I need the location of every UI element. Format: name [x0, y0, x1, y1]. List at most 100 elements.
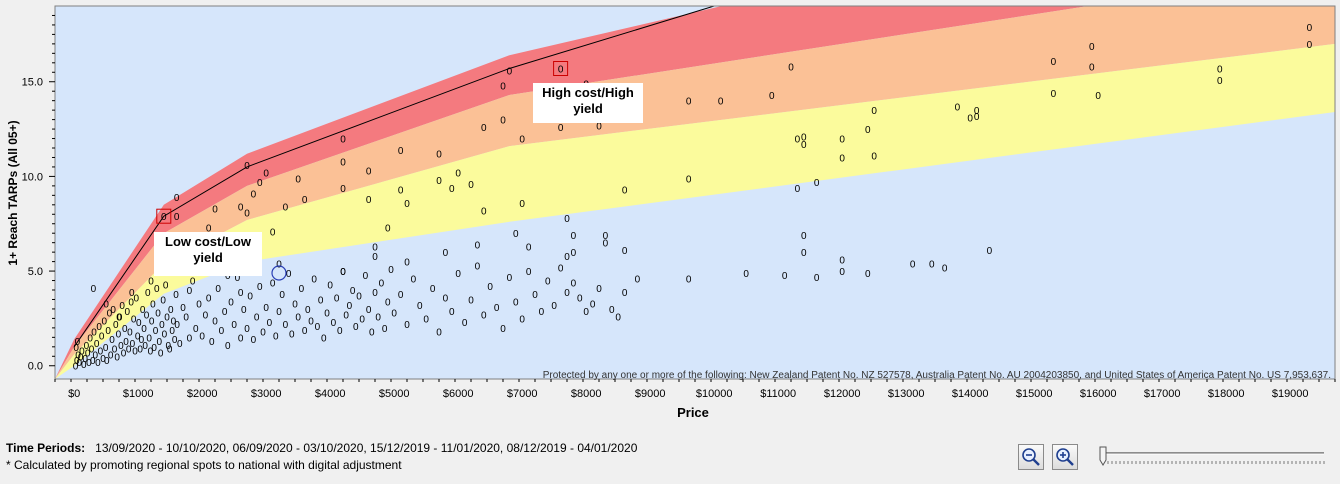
- data-point[interactable]: 0: [1217, 65, 1223, 76]
- data-point[interactable]: 0: [622, 246, 628, 257]
- data-point[interactable]: 0: [462, 318, 468, 329]
- data-point[interactable]: 0: [603, 231, 609, 242]
- data-point[interactable]: 0: [571, 248, 577, 259]
- data-point[interactable]: 0: [206, 294, 212, 305]
- data-point[interactable]: 0: [532, 290, 538, 301]
- data-point[interactable]: 0: [443, 294, 449, 305]
- data-point[interactable]: 0: [159, 320, 165, 331]
- data-point[interactable]: 0: [160, 296, 166, 307]
- data-point[interactable]: 0: [526, 243, 532, 254]
- data-point[interactable]: 0: [801, 231, 807, 242]
- data-point[interactable]: 0: [286, 269, 292, 280]
- data-point[interactable]: 0: [353, 322, 359, 333]
- data-point[interactable]: 0: [260, 328, 266, 339]
- data-point[interactable]: 0: [385, 224, 391, 235]
- data-point[interactable]: 0: [366, 195, 372, 206]
- data-point[interactable]: 0: [411, 275, 417, 286]
- data-point[interactable]: 0: [136, 318, 142, 329]
- data-point[interactable]: 0: [162, 330, 168, 341]
- data-point[interactable]: 0: [102, 316, 108, 327]
- data-point[interactable]: 0: [324, 309, 330, 320]
- data-point[interactable]: 0: [74, 356, 80, 367]
- data-point[interactable]: 0: [270, 227, 276, 238]
- data-point[interactable]: 0: [122, 324, 128, 335]
- data-point[interactable]: 0: [302, 326, 308, 337]
- data-point[interactable]: 0: [305, 305, 311, 316]
- data-point[interactable]: 0: [343, 311, 349, 322]
- data-point[interactable]: 0: [225, 271, 231, 282]
- data-point[interactable]: 0: [81, 360, 87, 371]
- data-point[interactable]: 0: [187, 286, 193, 297]
- data-point[interactable]: 0: [340, 135, 346, 146]
- data-point[interactable]: 0: [551, 301, 557, 312]
- data-point[interactable]: 0: [251, 189, 257, 200]
- data-point[interactable]: 0: [118, 341, 124, 352]
- data-point[interactable]: 0: [104, 356, 110, 367]
- data-point[interactable]: 0: [203, 311, 209, 322]
- data-point[interactable]: 0: [1089, 42, 1095, 53]
- data-point[interactable]: 0: [164, 313, 170, 324]
- data-point[interactable]: 0: [244, 208, 250, 219]
- data-point[interactable]: 0: [73, 343, 79, 354]
- data-point[interactable]: 0: [295, 313, 301, 324]
- data-point[interactable]: 0: [129, 288, 135, 299]
- data-point[interactable]: 0: [279, 290, 285, 301]
- data-point[interactable]: 0: [127, 328, 133, 339]
- data-point[interactable]: 0: [222, 307, 228, 318]
- data-point[interactable]: 0: [363, 271, 369, 282]
- annotation-marker-0[interactable]: [156, 208, 172, 224]
- data-point[interactable]: 0: [90, 356, 96, 367]
- data-point[interactable]: 0: [105, 326, 111, 337]
- data-point[interactable]: 0: [814, 178, 820, 189]
- data-point[interactable]: 0: [238, 288, 244, 299]
- data-point[interactable]: 0: [112, 345, 118, 356]
- data-point[interactable]: 0: [75, 337, 81, 348]
- data-point[interactable]: 0: [103, 299, 109, 310]
- zoom-slider[interactable]: [1096, 446, 1326, 468]
- data-point[interactable]: 0: [292, 299, 298, 310]
- data-point[interactable]: 0: [449, 307, 455, 318]
- data-point[interactable]: 0: [85, 349, 91, 360]
- data-point[interactable]: 0: [1051, 89, 1057, 100]
- data-point[interactable]: 0: [686, 275, 692, 286]
- data-point[interactable]: 0: [1307, 23, 1313, 34]
- data-point[interactable]: 0: [334, 294, 340, 305]
- data-point[interactable]: 0: [967, 114, 973, 125]
- data-point[interactable]: 0: [172, 335, 178, 346]
- data-point[interactable]: 0: [116, 313, 122, 324]
- data-point[interactable]: 0: [622, 288, 628, 299]
- data-point[interactable]: 0: [519, 135, 525, 146]
- data-point[interactable]: 0: [340, 267, 346, 278]
- data-point[interactable]: 0: [795, 135, 801, 146]
- data-point[interactable]: 0: [318, 296, 324, 307]
- data-point[interactable]: 0: [382, 324, 388, 335]
- data-point[interactable]: 0: [571, 231, 577, 242]
- data-point[interactable]: 0: [564, 214, 570, 225]
- data-point[interactable]: 0: [295, 174, 301, 185]
- data-point[interactable]: 0: [955, 102, 961, 113]
- data-point[interactable]: 0: [347, 301, 353, 312]
- data-point[interactable]: 0: [795, 184, 801, 195]
- data-point[interactable]: 0: [558, 263, 564, 274]
- data-point[interactable]: 0: [107, 309, 113, 320]
- data-point[interactable]: 0: [168, 305, 174, 316]
- zoom-in-button[interactable]: [1052, 444, 1078, 470]
- data-point[interactable]: 0: [500, 324, 506, 335]
- data-point[interactable]: 0: [166, 341, 172, 352]
- data-point[interactable]: 0: [132, 347, 138, 358]
- data-point[interactable]: 0: [359, 314, 365, 325]
- data-point[interactable]: 0: [782, 271, 788, 282]
- data-point[interactable]: 0: [270, 278, 276, 289]
- data-point[interactable]: 0: [603, 239, 609, 250]
- data-point[interactable]: 0: [340, 184, 346, 195]
- data-point[interactable]: 0: [257, 178, 263, 189]
- data-point[interactable]: 0: [1217, 76, 1223, 87]
- data-point[interactable]: 0: [372, 288, 378, 299]
- data-point[interactable]: 0: [93, 350, 99, 361]
- data-point[interactable]: 0: [564, 252, 570, 263]
- data-point[interactable]: 0: [141, 324, 147, 335]
- data-point[interactable]: 0: [622, 186, 628, 197]
- data-point[interactable]: 0: [871, 106, 877, 117]
- data-point[interactable]: 0: [231, 320, 237, 331]
- data-point[interactable]: 0: [174, 193, 180, 204]
